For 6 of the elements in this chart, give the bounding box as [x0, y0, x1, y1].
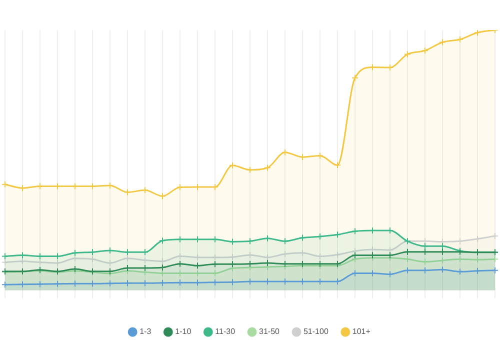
- legend-label: 31-50: [259, 327, 280, 336]
- legend-label: 11-30: [215, 327, 236, 336]
- legend-label: 1-10: [175, 327, 192, 336]
- legend-label: 1-3: [140, 327, 152, 336]
- legend-label: 101+: [352, 327, 371, 336]
- legend-label: 51-100: [303, 327, 329, 336]
